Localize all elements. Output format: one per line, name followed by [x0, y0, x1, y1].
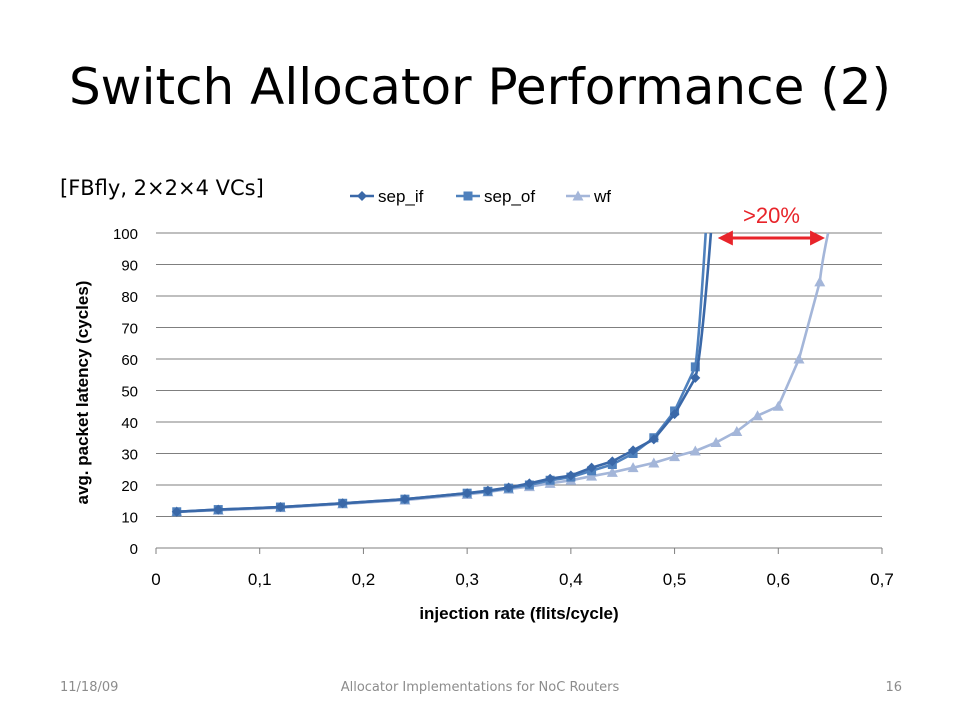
- series-sep-if: [171, 232, 713, 517]
- axes: 0 10 20 30 40 50 60 70 80 90 100 0 0,1 0,2 0,3 0,4 0,5 0,…: [113, 226, 894, 589]
- data-point: [689, 445, 701, 456]
- data-point: [462, 488, 473, 499]
- y-tick-label: 20: [121, 478, 138, 495]
- data-point: [572, 190, 584, 201]
- gap-label: >20%: [743, 203, 800, 228]
- footer-date: 11/18/09: [60, 680, 119, 695]
- data-point: [628, 445, 639, 456]
- data-point: [463, 191, 473, 201]
- data-point: [606, 466, 618, 477]
- data-point: [607, 456, 618, 467]
- legend-label: sep_if: [378, 187, 424, 206]
- y-tick-label: 0: [130, 541, 138, 558]
- legend-item-sep-of: sep_of: [456, 187, 535, 206]
- data-point: [524, 478, 535, 489]
- legend-item-sep-if: sep_if: [350, 187, 424, 206]
- legend-item-wf: wf: [566, 187, 611, 206]
- x-tick-label: 0,2: [352, 570, 376, 589]
- data-point: [669, 451, 681, 462]
- data-point: [565, 470, 576, 481]
- slide-title: Switch Allocator Performance (2): [68, 58, 892, 116]
- y-tick-label: 40: [121, 415, 138, 432]
- series-wf: [171, 232, 830, 517]
- grid-lines: [156, 232, 882, 517]
- data-point: [627, 462, 639, 473]
- data-point: [337, 498, 348, 509]
- data-point: [545, 473, 556, 484]
- data-point: [213, 504, 224, 515]
- data-point: [772, 400, 784, 411]
- y-tick-label: 30: [121, 447, 138, 464]
- x-tick-label: 0,5: [663, 570, 687, 589]
- series-sep-of: [172, 232, 707, 517]
- data-point: [752, 410, 764, 421]
- data-point: [690, 362, 700, 372]
- x-tick-label: 0,3: [455, 570, 479, 589]
- data-point: [399, 494, 410, 505]
- data-point: [586, 470, 598, 481]
- data-point: [710, 436, 722, 447]
- data-point: [648, 457, 660, 468]
- y-tick-label: 10: [121, 510, 138, 527]
- series-line: [176, 232, 830, 514]
- y-tick-label: 60: [121, 352, 138, 369]
- x-tick-label: 0,6: [766, 570, 790, 589]
- data-point: [731, 425, 743, 436]
- data-point: [690, 372, 701, 383]
- data-point: [648, 434, 659, 445]
- x-tick-label: 0: [151, 570, 160, 589]
- chart-subtitle: [FBfly, 2×2×4 VCs]: [60, 176, 264, 200]
- footer-title: Allocator Implementations for NoC Router…: [340, 680, 620, 695]
- x-axis-label: injection rate (flits/cycle): [419, 604, 618, 623]
- legend: sep_if sep_of wf: [350, 187, 611, 206]
- legend-label: wf: [593, 187, 611, 206]
- data-point: [482, 485, 493, 496]
- y-tick-label: 100: [113, 226, 138, 243]
- data-point: [793, 353, 805, 364]
- data-point: [814, 276, 826, 287]
- y-tick-label: 80: [121, 289, 138, 306]
- page-number: 16: [885, 680, 902, 695]
- data-point: [357, 191, 367, 201]
- x-tick-label: 0,7: [870, 570, 894, 589]
- y-axis-label: avg. packet latency (cycles): [73, 281, 92, 505]
- data-point: [669, 409, 680, 420]
- legend-label: sep_of: [484, 187, 535, 206]
- y-tick-label: 70: [121, 321, 138, 338]
- gap-annotation: >20%: [717, 203, 826, 246]
- y-tick-label: 90: [121, 258, 138, 275]
- y-tick-label: 50: [121, 384, 138, 401]
- data-point: [275, 502, 286, 513]
- x-tick-label: 0,4: [559, 570, 583, 589]
- x-tick-label: 0,1: [248, 570, 272, 589]
- latency-chart: 0 10 20 30 40 50 60 70 80 90 100 0 0,1 0,2 0,3 0,4 0,5 0,…: [73, 187, 894, 623]
- data-series: [171, 232, 830, 517]
- data-point: [503, 482, 514, 493]
- data-point: [586, 462, 597, 473]
- data-point: [171, 506, 182, 517]
